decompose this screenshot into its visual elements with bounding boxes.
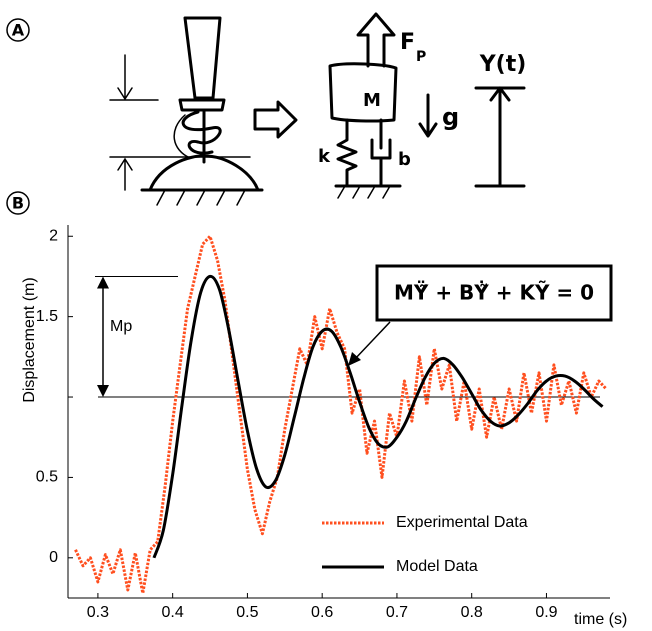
spring-label: k: [318, 146, 331, 167]
arrowhead: [97, 385, 109, 398]
legend-label: Model Data: [396, 558, 478, 575]
legend-label: Experimental Data: [396, 514, 528, 531]
x-tick-label: 0.6: [311, 604, 333, 621]
x-tick-label: 0.3: [87, 604, 109, 621]
panel-label: A: [12, 21, 25, 40]
gravity-label: g: [442, 103, 459, 131]
y-tick-label: 0.5: [36, 469, 58, 486]
mass-label: M: [363, 90, 381, 111]
x-tick-label: 0.9: [535, 604, 557, 621]
equation: MŸ̃ + BẎ̃ + KỸ = 0: [394, 281, 594, 305]
x-axis-label: time (s): [574, 611, 627, 628]
transform-arrow: [253, 100, 298, 139]
x-tick-label: 0.5: [236, 604, 258, 621]
overshoot-label: Mp: [110, 318, 132, 335]
x-tick-label: 0.4: [162, 604, 184, 621]
y-tick-label: 2: [49, 227, 58, 244]
force-subscript: P: [416, 49, 426, 65]
y-tick-label: 0: [49, 549, 58, 566]
y-axis-label: Displacement (m): [21, 277, 38, 402]
model-sketch: [328, 12, 526, 199]
x-tick-label: 0.7: [386, 604, 408, 621]
force-label: F: [400, 30, 415, 55]
equation-box: [375, 264, 613, 322]
device-sketch: [109, 16, 264, 206]
arrowhead: [348, 352, 361, 366]
series-line: [74, 234, 608, 595]
output-label: Y(t): [479, 52, 527, 77]
panel-badge: [6, 191, 30, 215]
arrowhead: [97, 276, 109, 289]
chart: 0 0.5 1.5 2 0.3 0.4 0.5 0.6 0.7 0.8 0.9 time (s) Dis…: [21, 225, 627, 628]
x-tick-label: 0.8: [461, 604, 483, 621]
panel-label: B: [12, 194, 24, 213]
equation-pointer: [353, 321, 391, 361]
series-line: [152, 274, 604, 559]
y-tick-label: 1.5: [36, 308, 58, 325]
panel-badge: [6, 18, 30, 42]
damper-label: b: [398, 149, 411, 170]
